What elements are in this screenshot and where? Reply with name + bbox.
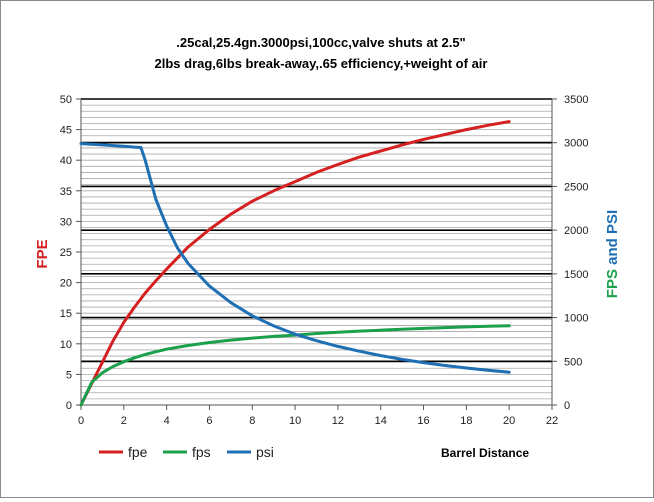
x-tick-label: 22: [546, 415, 558, 427]
series-line-psi: [79, 142, 511, 374]
tick-labels: 0 2 4 6 8 10 12 14 16 18 20 22051015202530354045500…: [60, 94, 589, 427]
y-right-tick-label: 0: [564, 400, 570, 412]
legend: fpe fps psi: [99, 444, 274, 460]
y-axis-right-label-psi: PSI: [604, 210, 621, 234]
y-axis-left-label: FPE: [34, 239, 51, 268]
y-left-tick-label: 40: [60, 155, 72, 167]
x-tick-label: 18: [460, 415, 472, 427]
y-left-tick-label: 25: [60, 247, 72, 259]
series-line-fps: [79, 324, 511, 407]
y-left-tick-label: 5: [66, 369, 72, 381]
y-axis-right-label-and: and: [604, 234, 621, 269]
y-right-tick-label: 3000: [564, 138, 588, 150]
y-right-tick-label: 1000: [564, 313, 588, 325]
y-right-tick-label: 500: [564, 356, 582, 368]
y-right-tick-label: 2000: [564, 225, 588, 237]
chart-title-line2: 2lbs drag,6lbs break-away,.65 efficiency…: [155, 56, 488, 71]
y-right-tick-label: 2500: [564, 181, 588, 193]
x-tick-label: 20: [503, 415, 515, 427]
y-left-tick-label: 30: [60, 216, 72, 228]
y-left-tick-label: 45: [60, 125, 72, 137]
y-right-tick-label: 3500: [564, 94, 588, 106]
x-tick-label: 14: [375, 415, 387, 427]
x-tick-label: 0: [78, 415, 84, 427]
y-left-tick-label: 35: [60, 186, 72, 198]
x-tick-label: 8: [249, 415, 255, 427]
y-axis-right-label: FPS and PSI: [604, 210, 621, 298]
legend-label-fpe: fpe: [128, 444, 148, 460]
x-tick-label: 12: [332, 415, 344, 427]
y-right-tick-label: 1500: [564, 269, 588, 281]
y-left-tick-label: 0: [66, 400, 72, 412]
legend-label-psi: psi: [256, 444, 274, 460]
gridlines: [81, 98, 552, 400]
x-tick-label: 2: [121, 415, 127, 427]
series-lines: [79, 120, 511, 407]
x-tick-label: 4: [164, 415, 170, 427]
x-axis-label: Barrel Distance: [441, 446, 529, 460]
y-left-tick-label: 15: [60, 308, 72, 320]
x-tick-label: 10: [289, 415, 301, 427]
y-left-tick-label: 50: [60, 94, 72, 106]
y-axis-right-label-fps: FPS: [604, 269, 621, 298]
x-tick-label: 6: [206, 415, 212, 427]
series-line-fpe: [79, 120, 511, 407]
chart-title-line1: .25cal,25.4gn.3000psi,100cc,valve shuts …: [176, 35, 465, 50]
legend-label-fps: fps: [192, 444, 211, 460]
y-left-tick-label: 10: [60, 339, 72, 351]
x-tick-label: 16: [417, 415, 429, 427]
y-left-tick-label: 20: [60, 278, 72, 290]
